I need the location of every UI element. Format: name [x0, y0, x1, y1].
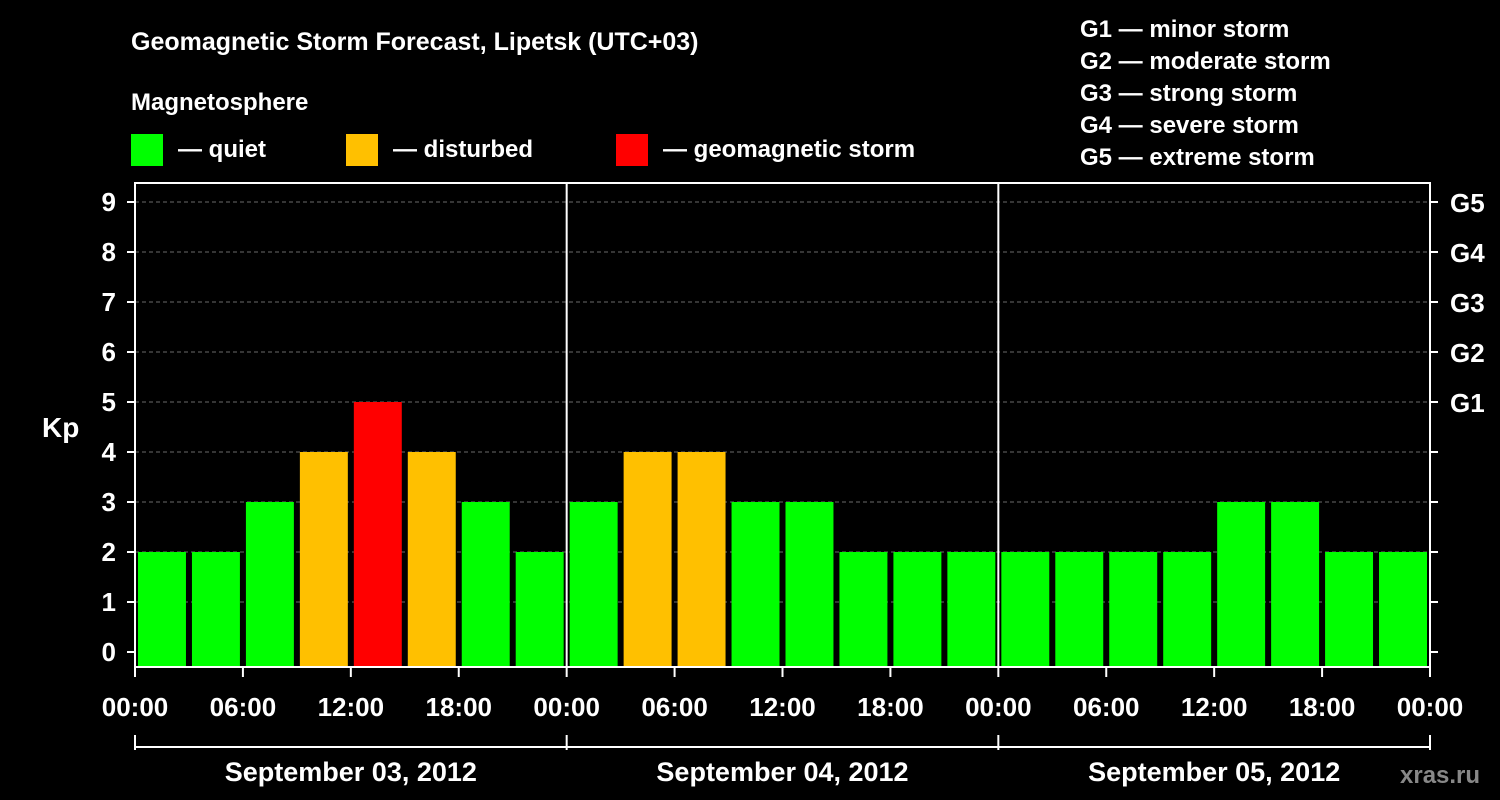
y-axis-label: Kp — [42, 412, 79, 443]
storm-scale-g1: G1 — minor storm — [1080, 16, 1289, 43]
g-scale-label: G4 — [1450, 238, 1485, 268]
g-scale-label: G1 — [1450, 388, 1485, 418]
axis-labels: 0 1 2 3 4 5 6 7 8 9 G1 G2 G3 G4 G5 00:00 06:00 12:00 18:00… — [102, 187, 1486, 787]
legend-disturbed: — disturbed — [346, 134, 533, 166]
x-tick-label: 00:00 — [102, 692, 169, 722]
kp-bar — [893, 552, 942, 667]
y-tick-label: 3 — [102, 487, 116, 517]
day-label: September 03, 2012 — [225, 757, 477, 787]
kp-bar — [1271, 502, 1320, 667]
y-tick-label: 8 — [102, 237, 116, 267]
kp-bar — [1217, 502, 1266, 667]
kp-bar — [1109, 552, 1158, 667]
legend-quiet-swatch — [131, 134, 163, 166]
x-tick-label: 00:00 — [533, 692, 600, 722]
y-tick-label: 9 — [102, 187, 116, 217]
x-tick-label: 06:00 — [1073, 692, 1140, 722]
watermark: xras.ru — [1400, 762, 1480, 789]
y-tick-label: 7 — [102, 287, 116, 317]
x-tick-label: 06:00 — [210, 692, 277, 722]
storm-scale-legend: G1 — minor storm G2 — moderate storm G3 … — [1080, 16, 1331, 171]
kp-bar — [245, 502, 294, 667]
storm-scale-g3: G3 — strong storm — [1080, 80, 1297, 107]
g-scale-label: G3 — [1450, 288, 1485, 318]
legend-storm-swatch — [616, 134, 648, 166]
storm-scale-g2: G2 — moderate storm — [1080, 48, 1331, 75]
legend-storm-label: — geomagnetic storm — [663, 136, 915, 163]
kp-bar — [1055, 552, 1104, 667]
y-tick-label: 5 — [102, 387, 116, 417]
x-tick-label: 12:00 — [1181, 692, 1248, 722]
kp-bar — [1325, 552, 1374, 667]
x-tick-label: 06:00 — [641, 692, 708, 722]
axes — [127, 182, 1438, 750]
day-label: September 04, 2012 — [656, 757, 908, 787]
kp-bar — [677, 452, 726, 667]
legend-storm: — geomagnetic storm — [616, 134, 915, 166]
y-tick-label: 6 — [102, 337, 116, 367]
kp-bar — [731, 502, 780, 667]
kp-bar — [461, 502, 510, 667]
legend-disturbed-swatch — [346, 134, 378, 166]
x-tick-label: 18:00 — [857, 692, 924, 722]
y-tick-label: 2 — [102, 537, 116, 567]
kp-bar — [1163, 552, 1212, 667]
x-tick-label: 12:00 — [749, 692, 816, 722]
kp-bar — [785, 502, 834, 667]
kp-bar — [191, 552, 240, 667]
y-tick-label: 0 — [102, 637, 116, 667]
kp-bar — [947, 552, 996, 667]
y-tick-label: 1 — [102, 587, 116, 617]
kp-bar — [353, 402, 402, 667]
chart-title: Geomagnetic Storm Forecast, Lipetsk (UTC… — [131, 28, 699, 56]
x-tick-label: 18:00 — [426, 692, 493, 722]
legend-disturbed-label: — disturbed — [393, 136, 533, 163]
storm-scale-g4: G4 — severe storm — [1080, 112, 1299, 139]
legend-heading: Magnetosphere — [131, 89, 308, 116]
g-scale-label: G2 — [1450, 338, 1485, 368]
kp-bar — [299, 452, 348, 667]
kp-bar — [569, 502, 618, 667]
y-tick-label: 4 — [102, 437, 117, 467]
x-tick-label: 00:00 — [965, 692, 1032, 722]
kp-bar — [515, 552, 564, 667]
x-tick-label: 00:00 — [1397, 692, 1464, 722]
legend-quiet-label: — quiet — [178, 136, 266, 163]
kp-bar — [407, 452, 456, 667]
storm-scale-g5: G5 — extreme storm — [1080, 144, 1315, 171]
kp-bar — [839, 552, 888, 667]
kp-bar — [623, 452, 672, 667]
x-tick-label: 18:00 — [1289, 692, 1356, 722]
g-scale-label: G5 — [1450, 188, 1485, 218]
x-tick-label: 12:00 — [318, 692, 385, 722]
kp-bar — [1379, 552, 1427, 667]
legend-quiet: — quiet — [131, 134, 266, 166]
bars — [138, 402, 1427, 667]
day-label: September 05, 2012 — [1088, 757, 1340, 787]
kp-bar — [138, 552, 186, 667]
grid-lines — [135, 201, 1430, 603]
kp-bar — [1001, 552, 1050, 667]
